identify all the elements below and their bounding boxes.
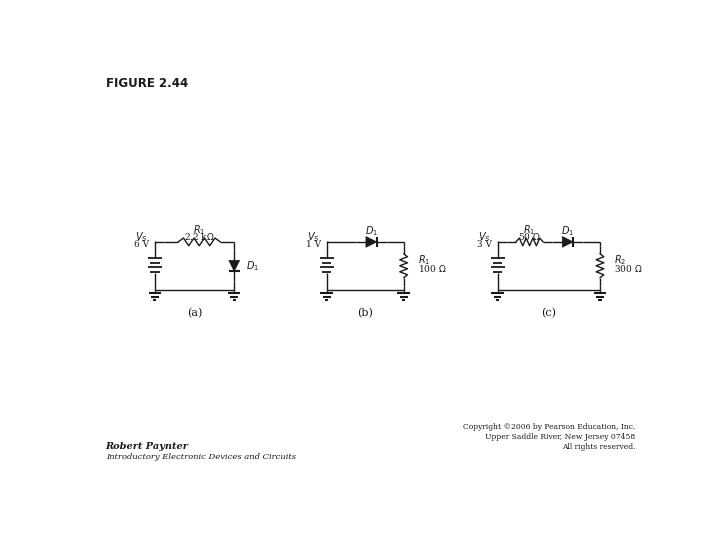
Text: FIGURE 2.44: FIGURE 2.44: [106, 77, 188, 90]
Text: $D_1$: $D_1$: [246, 259, 259, 273]
Text: 100 $\Omega$: 100 $\Omega$: [418, 262, 446, 274]
Text: (a): (a): [187, 308, 202, 318]
Text: $R_1$: $R_1$: [418, 253, 430, 267]
Text: $V_S$: $V_S$: [135, 231, 148, 244]
Text: 3 V: 3 V: [477, 240, 492, 249]
Text: $D_1$: $D_1$: [561, 224, 575, 238]
Text: $R_1$: $R_1$: [193, 224, 205, 237]
Text: 300 $\Omega$: 300 $\Omega$: [614, 262, 642, 274]
Text: $R_2$: $R_2$: [614, 253, 626, 267]
Text: 50 $\Omega$: 50 $\Omega$: [518, 231, 541, 242]
Polygon shape: [562, 237, 573, 247]
Text: (c): (c): [541, 308, 557, 318]
Text: Copyright ©2006 by Pearson Education, Inc.
Upper Saddle River, New Jersey 07458
: Copyright ©2006 by Pearson Education, In…: [463, 422, 636, 451]
Text: 6 V: 6 V: [135, 240, 150, 249]
Text: $V_S$: $V_S$: [307, 231, 320, 244]
Text: $R_1$: $R_1$: [523, 224, 536, 237]
Polygon shape: [366, 237, 377, 247]
Text: Robert Paynter: Robert Paynter: [106, 442, 189, 451]
Text: 2.2 k$\Omega$: 2.2 k$\Omega$: [184, 231, 215, 242]
Text: Introductory Electronic Devices and Circuits: Introductory Electronic Devices and Circ…: [106, 453, 296, 461]
Text: 1 V: 1 V: [306, 240, 321, 249]
Text: $V_S$: $V_S$: [478, 231, 491, 244]
Polygon shape: [229, 260, 240, 271]
Text: (b): (b): [357, 308, 373, 318]
Text: $D_1$: $D_1$: [365, 224, 378, 238]
